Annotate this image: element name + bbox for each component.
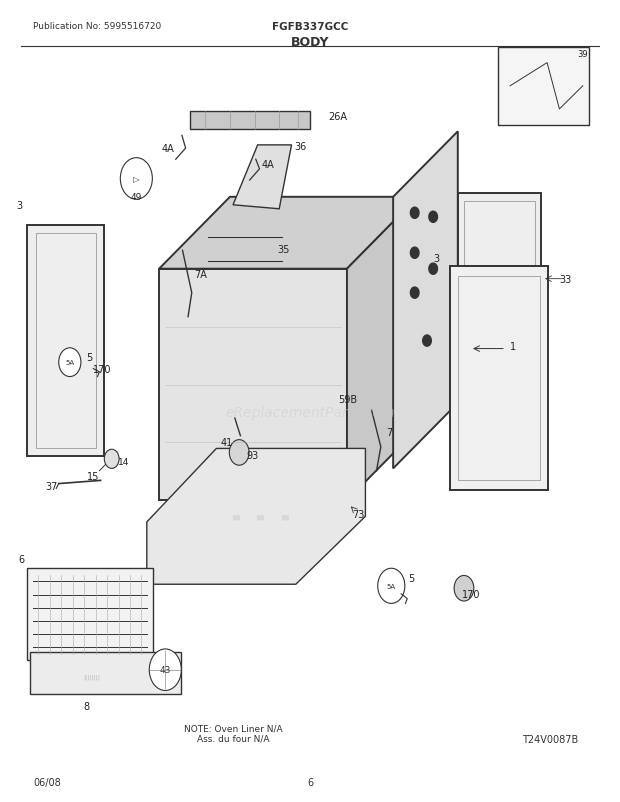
Text: ▷: ▷ — [133, 175, 140, 184]
Polygon shape — [147, 449, 365, 585]
Circle shape — [120, 159, 153, 200]
Circle shape — [410, 288, 419, 299]
Text: 8: 8 — [84, 702, 90, 711]
Bar — [464, 201, 535, 357]
Text: BODY: BODY — [291, 35, 329, 49]
Polygon shape — [30, 652, 180, 694]
Polygon shape — [27, 225, 104, 457]
Bar — [498, 47, 589, 126]
Text: 5: 5 — [409, 573, 415, 583]
Circle shape — [59, 348, 81, 377]
Text: 33: 33 — [559, 274, 572, 285]
Text: Publication No: 5995516720: Publication No: 5995516720 — [33, 22, 161, 31]
Circle shape — [229, 440, 249, 466]
Text: 4A: 4A — [162, 144, 175, 154]
Text: T24V0087B: T24V0087B — [521, 735, 578, 744]
Text: eReplacementParts.com: eReplacementParts.com — [225, 406, 395, 420]
Text: ||||: |||| — [281, 514, 290, 520]
Bar — [458, 277, 540, 480]
Text: 7: 7 — [386, 428, 392, 438]
Text: 3: 3 — [16, 200, 22, 210]
Circle shape — [410, 248, 419, 259]
Text: NOTE: Oven Liner N/A: NOTE: Oven Liner N/A — [184, 723, 282, 732]
Circle shape — [423, 335, 432, 346]
Text: Ass. du four N/A: Ass. du four N/A — [197, 734, 269, 743]
Text: 14: 14 — [118, 457, 130, 466]
Text: 73: 73 — [352, 509, 364, 519]
Text: 49: 49 — [131, 193, 142, 202]
Text: ||||: |||| — [232, 514, 240, 520]
Text: 26A: 26A — [328, 112, 347, 122]
Circle shape — [429, 212, 438, 223]
Text: FGFB337GCC: FGFB337GCC — [272, 22, 348, 32]
Bar — [159, 269, 347, 500]
Circle shape — [149, 649, 181, 691]
Text: 7A: 7A — [195, 270, 208, 280]
Circle shape — [429, 264, 438, 275]
Text: 170: 170 — [92, 364, 111, 374]
Text: 4A: 4A — [262, 160, 275, 170]
Text: 5A: 5A — [65, 360, 74, 366]
Text: ||||||||: |||||||| — [83, 674, 100, 679]
Circle shape — [104, 450, 119, 469]
Text: 59B: 59B — [339, 395, 358, 404]
Text: 36: 36 — [294, 142, 307, 152]
Text: 6: 6 — [19, 554, 25, 564]
Polygon shape — [347, 197, 418, 500]
Text: 1: 1 — [510, 342, 516, 352]
Circle shape — [378, 569, 405, 604]
Text: 41: 41 — [221, 438, 233, 448]
Circle shape — [410, 208, 419, 219]
Bar — [458, 193, 541, 365]
Text: ||||: |||| — [257, 514, 265, 520]
Circle shape — [454, 576, 474, 602]
Bar — [27, 569, 153, 660]
Text: 39: 39 — [577, 50, 588, 59]
Text: 93: 93 — [246, 450, 259, 460]
Text: 43: 43 — [159, 666, 171, 674]
Text: 6: 6 — [307, 777, 313, 788]
Text: 5A: 5A — [387, 583, 396, 589]
Bar — [190, 112, 310, 130]
Text: 15: 15 — [87, 471, 99, 481]
Bar — [450, 267, 547, 490]
Text: 06/08: 06/08 — [33, 777, 61, 788]
Text: 37: 37 — [45, 481, 58, 492]
Text: 170: 170 — [462, 589, 480, 599]
Text: 5: 5 — [86, 352, 92, 363]
Polygon shape — [393, 132, 458, 469]
Text: 35: 35 — [277, 245, 290, 254]
Polygon shape — [159, 197, 418, 269]
Text: 3: 3 — [434, 254, 440, 264]
Polygon shape — [233, 146, 291, 209]
